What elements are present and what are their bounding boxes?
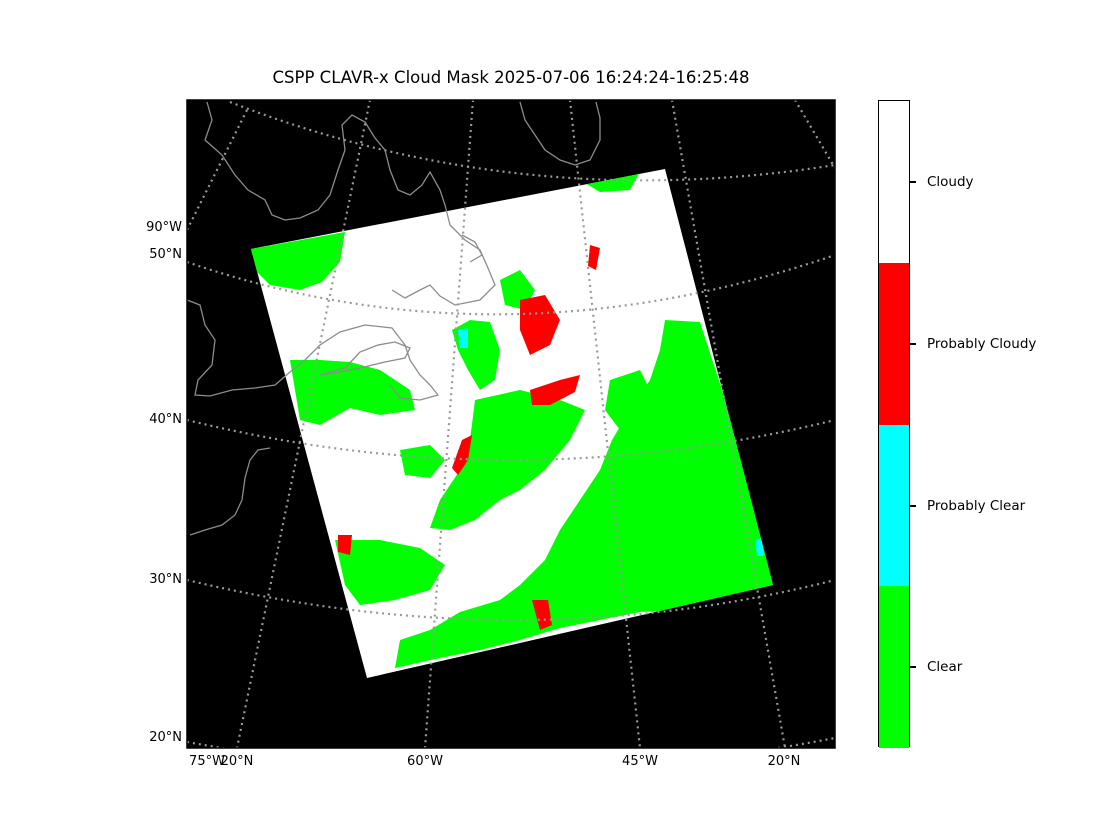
probably-cloudy-regions [338, 245, 600, 630]
lat-label-30n: 30°N [149, 572, 182, 587]
map-frame [186, 99, 836, 749]
lon-label-45w: 45°W [622, 754, 658, 769]
colorbar-clear [879, 586, 909, 748]
page-title: CSPP CLAVR-x Cloud Mask 2025-07-06 16:24… [272, 68, 750, 87]
colorbar-probably-cloudy [879, 263, 909, 425]
colorbar-tick [910, 181, 916, 183]
legend-label-probably-clear: Probably Clear [927, 498, 1026, 514]
lat-label-bottom-20n-left: 20°N [221, 754, 254, 769]
clear-regions [251, 172, 773, 668]
lon-label-75w: 75°W [189, 754, 225, 769]
graticule [187, 100, 835, 748]
colorbar-probably-clear [879, 425, 909, 586]
colorbar-tick [910, 343, 916, 345]
lat-label-bottom-20n-right: 20°N [768, 754, 801, 769]
lat-label-50n: 50°N [149, 247, 182, 262]
lon-label-60w: 60°W [407, 754, 443, 769]
legend-label-probably-cloudy: Probably Cloudy [927, 336, 1037, 352]
lon-label-90w: 90°W [146, 220, 182, 235]
lat-label-20n: 20°N [149, 730, 182, 745]
colorbar-tick [910, 505, 916, 507]
probably-clear-regions [458, 328, 764, 556]
coastlines [187, 101, 601, 536]
colorbar [878, 100, 910, 748]
colorbar-tick [910, 666, 916, 668]
lat-label-40n: 40°N [149, 412, 182, 427]
legend-label-cloudy: Cloudy [927, 174, 974, 190]
colorbar-cloudy [879, 101, 909, 263]
legend-label-clear: Clear [927, 659, 963, 675]
